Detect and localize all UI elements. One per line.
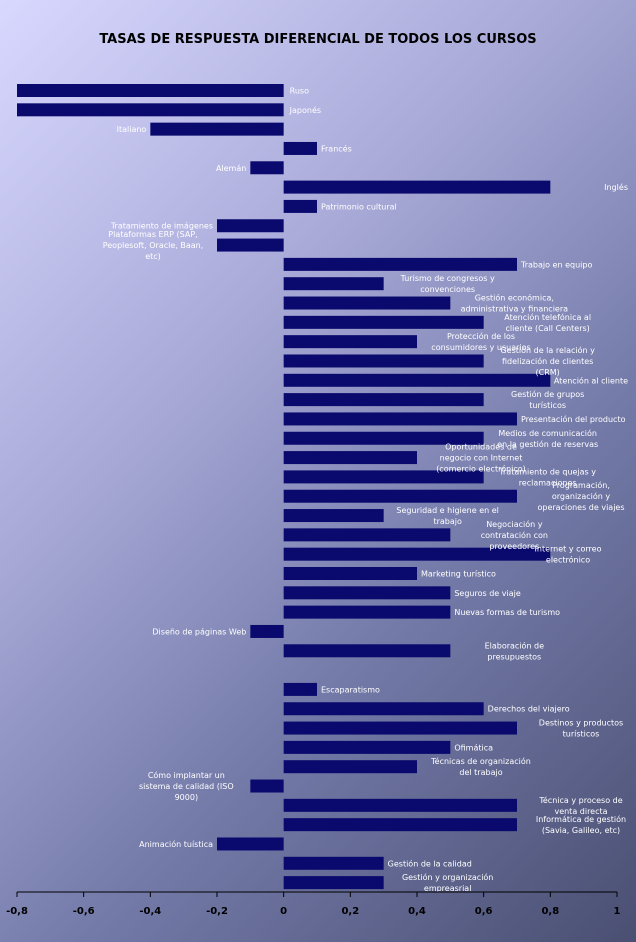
bar-label: Técnicas de organización del trabajo [430, 756, 531, 777]
x-tick-label: 0,6 [475, 906, 493, 917]
bar-label: Ofimática [454, 743, 493, 752]
bar [283, 605, 451, 619]
bar [283, 740, 451, 754]
bar [283, 798, 517, 812]
bar-label: Nuevas formas de turismo [454, 608, 560, 617]
bar-label: Gestión de la relación y fidelización de … [500, 345, 595, 377]
bar [283, 876, 384, 890]
bar [250, 161, 284, 175]
bar [217, 837, 284, 851]
bar-label: Turismo de congresos y convenciones [400, 274, 495, 294]
bar-label: Atención al cliente [554, 375, 628, 385]
bar-label: Patrimonio cultural [321, 202, 397, 211]
bar [283, 412, 517, 426]
bar-label: Plataformas ERP (SAP, Peoplesoft, Oracle,… [103, 230, 204, 261]
bar-label: Diseño de páginas Web [152, 627, 246, 636]
bar [17, 103, 284, 117]
bar-label: Presentación del producto [521, 414, 626, 424]
bar-label: Trabajo en equipo [520, 260, 592, 269]
bar [283, 509, 384, 523]
bar [283, 393, 484, 407]
bar [283, 296, 451, 310]
bar-label: Marketing turístico [421, 570, 496, 579]
bar-label: Alemán [216, 164, 246, 173]
bar [283, 702, 484, 716]
bar-label: Italiano [117, 125, 147, 134]
chart-title: TASAS DE RESPUESTA DIFERENCIAL DE TODOS … [99, 32, 536, 47]
bar-label: Protección de los consumidores y usuarios [431, 331, 530, 352]
bar-label: Seguridad e higiene en el trabajo [396, 506, 498, 526]
bar [283, 431, 484, 445]
bar [17, 84, 284, 97]
bars-group [17, 84, 551, 890]
bar [283, 856, 384, 870]
bar-label: Negociación y contratación con proveedores [481, 519, 548, 551]
bar [283, 180, 551, 194]
bar [283, 315, 484, 329]
bar-label: Programación, organización y operaciones d… [537, 480, 624, 512]
bar [283, 818, 517, 832]
bar [283, 644, 451, 658]
bar [283, 586, 451, 600]
bar-label: Atención telefónica al cliente (Call Cent… [504, 312, 591, 333]
bar [283, 721, 517, 735]
bar [283, 682, 317, 696]
x-tick-label: -0,2 [206, 906, 228, 917]
bar-label: Tratamiento de imágenes [110, 222, 213, 231]
bar-label: Elaboración de presupuestos [485, 640, 545, 661]
bar-label: Escaparatismo [321, 685, 380, 694]
bar-label: Gestión de grupos turísticos [511, 389, 584, 410]
bar-label: Informática de gestión (Savia, Galileo, e… [536, 814, 626, 835]
x-tick-label: -0,4 [139, 906, 161, 917]
x-tick-label: -0,6 [73, 906, 95, 917]
bar-label: Seguros de viaje [454, 589, 520, 598]
bar-label: Técnica y proceso de venta directa [538, 795, 622, 816]
bar-label: Francés [321, 143, 352, 153]
bar [217, 219, 284, 233]
bar [283, 760, 417, 774]
bar [150, 122, 284, 136]
bar-label: Derechos del viajero [488, 705, 570, 714]
x-tick-label: 0 [280, 906, 287, 917]
bar [283, 199, 317, 213]
bar-label: Cómo implantar un sistema de calidad (ISO… [139, 770, 234, 802]
bar [283, 470, 484, 484]
bar-label: Gestión económica, administrativa y finan… [461, 293, 569, 314]
x-tick-label: 0,8 [541, 906, 559, 917]
bar-label: Medios de comunicación en la gestión de r… [497, 428, 598, 449]
bar [283, 141, 317, 155]
bar-label: Internet y correo electrónico [535, 545, 602, 565]
bar [283, 257, 517, 271]
bar-label: Oportunidades de negocio con Internet (com… [436, 443, 526, 474]
bar [283, 567, 417, 580]
x-axis-ticks: -0,8 -0,6 -0,4 -0,2 0 0,2 0,4 0,6 0,8 1 [6, 892, 621, 917]
x-tick-label: 1 [614, 906, 621, 917]
bar-labels-group: Ruso Japonés Italiano Francés Alemán Inglés Pa… [103, 87, 628, 894]
bar [283, 547, 551, 561]
x-tick-label: 0,4 [408, 906, 426, 917]
bar [283, 277, 384, 291]
bar [283, 528, 451, 542]
x-tick-label: -0,8 [6, 906, 28, 917]
bar [283, 373, 551, 387]
bar-label: Gestión de la calidad [388, 858, 472, 868]
bar [217, 238, 284, 252]
bar [250, 779, 284, 793]
bar-label: Japonés [289, 105, 321, 115]
bar [283, 489, 517, 503]
bar-label: Animación tuística [139, 839, 213, 849]
x-tick-label: 0,2 [341, 906, 359, 917]
bar-label: Destinos y productos turísticos [539, 719, 623, 739]
bar [250, 624, 284, 638]
bar [283, 354, 484, 368]
bar [283, 451, 417, 465]
bar [283, 335, 417, 349]
bar-label: Tratamiento de quejas y reclamaciones [498, 467, 596, 487]
bar-label: Gestión y organización empreasrial [402, 872, 493, 893]
bar-label: Ruso [290, 87, 309, 96]
bar-label: Inglés [604, 182, 628, 192]
